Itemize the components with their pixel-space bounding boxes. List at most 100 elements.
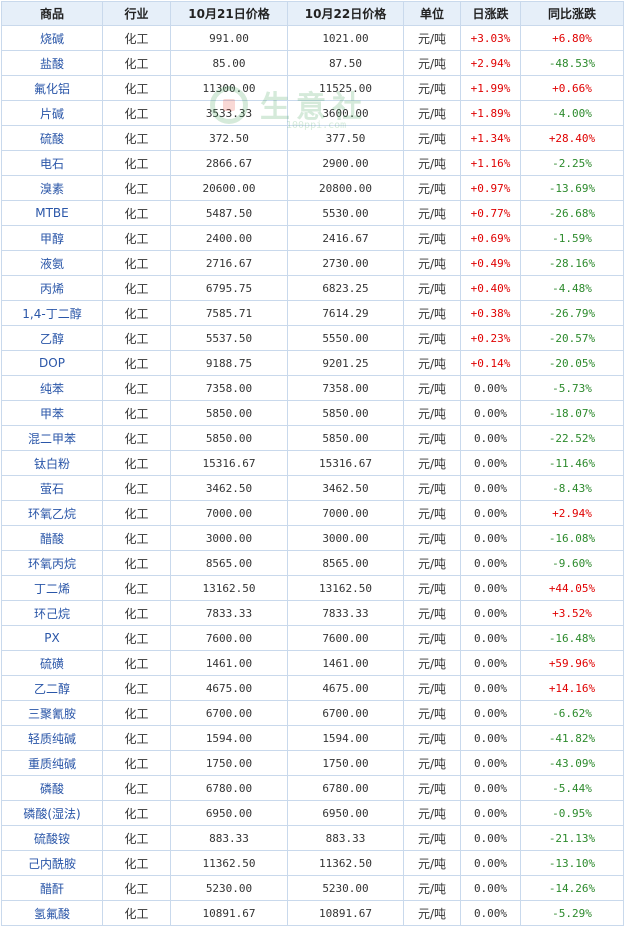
unit-cell: 元/吨 xyxy=(403,350,461,376)
price-oct21-cell: 5850.00 xyxy=(170,425,288,451)
product-name-link[interactable]: MTBE xyxy=(1,200,103,226)
product-name-link[interactable]: 醋酐 xyxy=(1,875,103,901)
header-industry: 行业 xyxy=(102,1,171,26)
product-name-link[interactable]: 醋酸 xyxy=(1,525,103,551)
product-name-link[interactable]: PX xyxy=(1,625,103,651)
price-oct21-cell: 3533.33 xyxy=(170,100,288,126)
table-row: DOP 化工 9188.75 9201.25 元/吨 +0.14% -20.05% xyxy=(1,350,624,376)
daily-change-cell: +0.40% xyxy=(460,275,521,301)
price-oct21-cell: 6780.00 xyxy=(170,775,288,801)
product-name-link[interactable]: 环氧丙烷 xyxy=(1,550,103,576)
product-name-link[interactable]: 1,4-丁二醇 xyxy=(1,300,103,326)
product-name-link[interactable]: 甲苯 xyxy=(1,400,103,426)
price-oct22-cell: 6700.00 xyxy=(287,700,404,726)
product-name-link[interactable]: 乙醇 xyxy=(1,325,103,351)
unit-cell: 元/吨 xyxy=(403,875,461,901)
product-name-link[interactable]: 混二甲苯 xyxy=(1,425,103,451)
table-row: 醋酸 化工 3000.00 3000.00 元/吨 0.00% -16.08% xyxy=(1,525,624,551)
industry-cell: 化工 xyxy=(102,750,171,776)
daily-change-cell: 0.00% xyxy=(460,775,521,801)
price-oct21-cell: 372.50 xyxy=(170,125,288,151)
product-name-link[interactable]: 丁二烯 xyxy=(1,575,103,601)
price-oct22-cell: 7600.00 xyxy=(287,625,404,651)
unit-cell: 元/吨 xyxy=(403,325,461,351)
product-name-link[interactable]: 钛白粉 xyxy=(1,450,103,476)
product-name-link[interactable]: 烧碱 xyxy=(1,25,103,51)
price-oct21-cell: 4675.00 xyxy=(170,675,288,701)
product-name-link[interactable]: 氢氟酸 xyxy=(1,900,103,926)
price-oct22-cell: 6780.00 xyxy=(287,775,404,801)
product-name-link[interactable]: 溴素 xyxy=(1,175,103,201)
product-name-link[interactable]: 重质纯碱 xyxy=(1,750,103,776)
product-name-link[interactable]: 甲醇 xyxy=(1,225,103,251)
unit-cell: 元/吨 xyxy=(403,775,461,801)
yoy-change-cell: -26.79% xyxy=(520,300,624,326)
table-row: 钛白粉 化工 15316.67 15316.67 元/吨 0.00% -11.46% xyxy=(1,450,624,476)
table-row: 醋酐 化工 5230.00 5230.00 元/吨 0.00% -14.26% xyxy=(1,875,624,901)
industry-cell: 化工 xyxy=(102,775,171,801)
table-row: 三聚氰胺 化工 6700.00 6700.00 元/吨 0.00% -6.62% xyxy=(1,700,624,726)
product-name-link[interactable]: 盐酸 xyxy=(1,50,103,76)
yoy-change-cell: -16.48% xyxy=(520,625,624,651)
product-name-link[interactable]: 乙二醇 xyxy=(1,675,103,701)
product-name-link[interactable]: 轻质纯碱 xyxy=(1,725,103,751)
product-name-link[interactable]: 硫磺 xyxy=(1,650,103,676)
daily-change-cell: +0.14% xyxy=(460,350,521,376)
unit-cell: 元/吨 xyxy=(403,425,461,451)
price-oct22-cell: 3462.50 xyxy=(287,475,404,501)
product-name-link[interactable]: 环己烷 xyxy=(1,600,103,626)
product-name-link[interactable]: 氟化铝 xyxy=(1,75,103,101)
product-name-link[interactable]: 丙烯 xyxy=(1,275,103,301)
header-daily-change: 日涨跌 xyxy=(460,1,521,26)
product-name-link[interactable]: 硫酸 xyxy=(1,125,103,151)
industry-cell: 化工 xyxy=(102,250,171,276)
industry-cell: 化工 xyxy=(102,900,171,926)
yoy-change-cell: +0.66% xyxy=(520,75,624,101)
daily-change-cell: +0.38% xyxy=(460,300,521,326)
unit-cell: 元/吨 xyxy=(403,800,461,826)
yoy-change-cell: -48.53% xyxy=(520,50,624,76)
yoy-change-cell: -4.00% xyxy=(520,100,624,126)
product-name-link[interactable]: 磷酸(湿法) xyxy=(1,800,103,826)
product-name-link[interactable]: 三聚氰胺 xyxy=(1,700,103,726)
product-name-link[interactable]: 片碱 xyxy=(1,100,103,126)
unit-cell: 元/吨 xyxy=(403,275,461,301)
yoy-change-cell: +6.80% xyxy=(520,25,624,51)
product-name-link[interactable]: 磷酸 xyxy=(1,775,103,801)
product-name-link[interactable]: DOP xyxy=(1,350,103,376)
table-row: 磷酸(湿法) 化工 6950.00 6950.00 元/吨 0.00% -0.95% xyxy=(1,800,624,826)
daily-change-cell: 0.00% xyxy=(460,875,521,901)
product-name-link[interactable]: 纯苯 xyxy=(1,375,103,401)
yoy-change-cell: +2.94% xyxy=(520,500,624,526)
table-row: 硫酸铵 化工 883.33 883.33 元/吨 0.00% -21.13% xyxy=(1,825,624,851)
daily-change-cell: +0.77% xyxy=(460,200,521,226)
product-name-link[interactable]: 液氨 xyxy=(1,250,103,276)
price-oct21-cell: 6795.75 xyxy=(170,275,288,301)
product-name-link[interactable]: 己内酰胺 xyxy=(1,850,103,876)
product-name-link[interactable]: 萤石 xyxy=(1,475,103,501)
price-oct22-cell: 2730.00 xyxy=(287,250,404,276)
price-oct21-cell: 13162.50 xyxy=(170,575,288,601)
product-name-link[interactable]: 硫酸铵 xyxy=(1,825,103,851)
price-oct22-cell: 5530.00 xyxy=(287,200,404,226)
daily-change-cell: 0.00% xyxy=(460,550,521,576)
header-row: 商品 行业 10月21日价格 10月22日价格 单位 日涨跌 同比涨跌 xyxy=(1,1,624,26)
industry-cell: 化工 xyxy=(102,525,171,551)
table-row: 烧碱 化工 991.00 1021.00 元/吨 +3.03% +6.80% xyxy=(1,25,624,51)
table-row: 环氧乙烷 化工 7000.00 7000.00 元/吨 0.00% +2.94% xyxy=(1,500,624,526)
price-oct21-cell: 991.00 xyxy=(170,25,288,51)
price-oct21-cell: 5230.00 xyxy=(170,875,288,901)
price-oct22-cell: 1021.00 xyxy=(287,25,404,51)
unit-cell: 元/吨 xyxy=(403,600,461,626)
product-name-link[interactable]: 电石 xyxy=(1,150,103,176)
unit-cell: 元/吨 xyxy=(403,475,461,501)
table-row: MTBE 化工 5487.50 5530.00 元/吨 +0.77% -26.68% xyxy=(1,200,624,226)
unit-cell: 元/吨 xyxy=(403,50,461,76)
industry-cell: 化工 xyxy=(102,225,171,251)
industry-cell: 化工 xyxy=(102,125,171,151)
daily-change-cell: 0.00% xyxy=(460,625,521,651)
header-price-oct21: 10月21日价格 xyxy=(170,1,288,26)
price-oct21-cell: 1461.00 xyxy=(170,650,288,676)
product-name-link[interactable]: 环氧乙烷 xyxy=(1,500,103,526)
industry-cell: 化工 xyxy=(102,450,171,476)
